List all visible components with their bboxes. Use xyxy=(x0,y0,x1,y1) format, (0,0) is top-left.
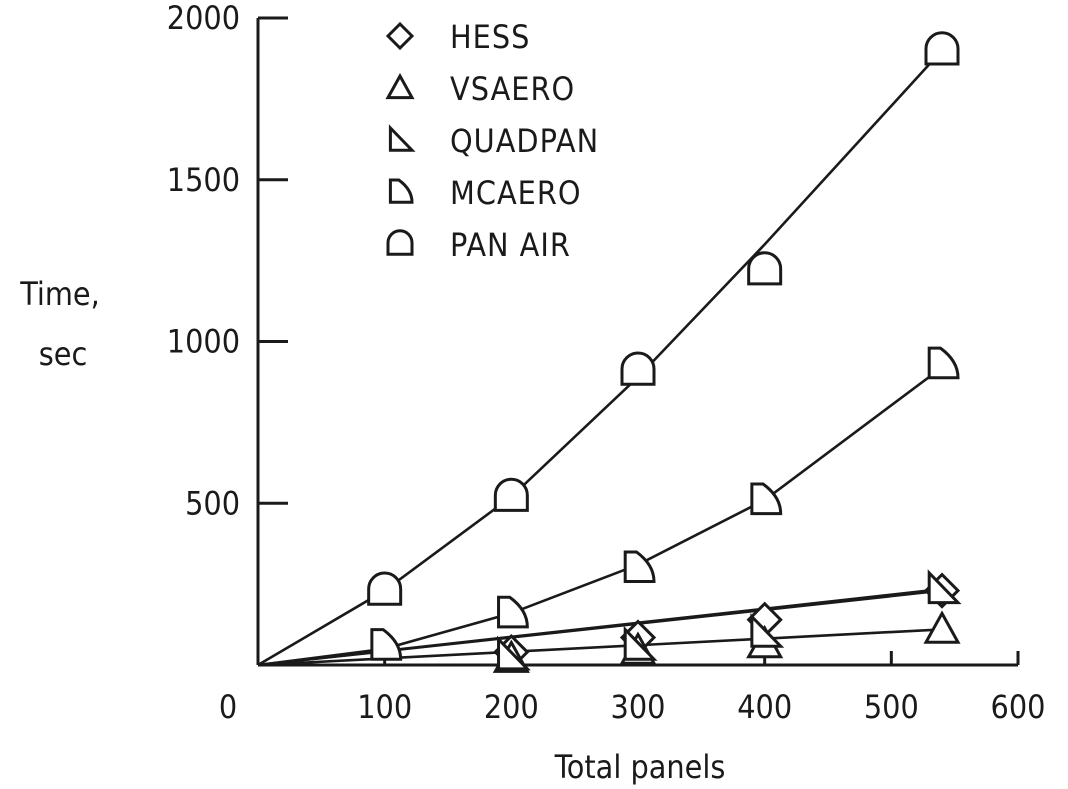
y-tick-label-2000: 2000 xyxy=(167,0,240,37)
legend-label-vsaero: VSAERO xyxy=(450,70,575,108)
point-pan-air-540 xyxy=(924,31,960,66)
point-quadpan-300 xyxy=(623,625,658,661)
point-quadpan-400 xyxy=(750,612,785,648)
point-mcaero-300 xyxy=(623,550,656,584)
legend-marker-hess xyxy=(385,21,415,51)
series-line-quadpan xyxy=(257,587,943,667)
point-mcaero-100 xyxy=(370,628,403,661)
legend: HESS VSAERO QUADPAN MCAERO PAN AIR xyxy=(385,18,599,264)
x-tick-label-300: 300 xyxy=(611,688,666,726)
point-mcaero-200 xyxy=(497,595,529,629)
x-tick-label-200: 200 xyxy=(484,688,539,726)
y-tick-label-1500: 1500 xyxy=(167,161,240,199)
x-tick-label-500: 500 xyxy=(864,688,919,726)
y-tick-label-500: 500 xyxy=(185,484,240,522)
point-quadpan-540 xyxy=(927,569,962,605)
legend-label-hess: HESS xyxy=(450,18,530,56)
point-pan-air-300 xyxy=(620,351,656,386)
tick-labels: 0 100 200 300 400 500 600 500 1000 1500 2000 xyxy=(167,0,1046,726)
legend-label-mcaero: MCAERO xyxy=(450,174,581,212)
legend-marker-mcaero xyxy=(388,178,414,204)
y-axis-title-line2: sec xyxy=(39,335,88,373)
series-lines xyxy=(257,49,943,667)
x-tick-label-100: 100 xyxy=(357,688,412,726)
series-line-vsaero xyxy=(257,628,943,667)
x-tick-label-0: 0 xyxy=(219,688,237,726)
series-line-pan-air xyxy=(257,49,943,667)
legend-label-pan-air: PAN AIR xyxy=(450,226,571,264)
y-axis-title-line1: Time, xyxy=(19,275,100,313)
point-vsaero-540 xyxy=(923,610,961,644)
x-tick-label-400: 400 xyxy=(737,688,792,726)
legend-label-quadpan: QUADPAN xyxy=(450,122,599,160)
x-axis-title: Total panels xyxy=(554,748,726,786)
point-pan-air-200 xyxy=(493,477,529,512)
y-tick-label-1000: 1000 xyxy=(167,323,240,361)
legend-marker-pan-air xyxy=(386,229,414,256)
markers xyxy=(367,31,962,673)
point-mcaero-400 xyxy=(750,482,783,516)
x-tick-label-600: 600 xyxy=(991,688,1046,726)
point-mcaero-540 xyxy=(927,346,960,380)
point-pan-air-100 xyxy=(367,571,403,606)
legend-marker-quadpan xyxy=(388,124,416,152)
series-line-mcaero xyxy=(257,366,943,667)
point-pan-air-400 xyxy=(747,251,783,286)
legend-marker-vsaero xyxy=(385,72,415,100)
point-quadpan-200 xyxy=(497,635,531,671)
